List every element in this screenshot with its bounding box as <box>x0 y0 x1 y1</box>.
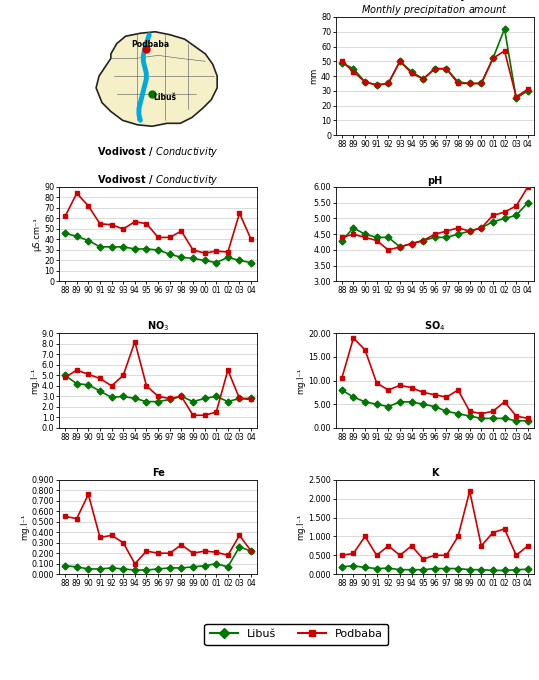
Title: pH: pH <box>427 175 443 186</box>
Y-axis label: mg.l⁻¹: mg.l⁻¹ <box>30 367 39 394</box>
Polygon shape <box>96 32 217 126</box>
Title: Měsíční srážkový úhrn
$\it{Monthly\ precipitation\ amount}$: Měsíční srážkový úhrn $\it{Monthly\ prec… <box>361 0 508 17</box>
Title: K: K <box>431 469 439 478</box>
Text: Vodivost / $\it{Conductivity}$: Vodivost / $\it{Conductivity}$ <box>97 145 219 158</box>
Title: SO$_4$: SO$_4$ <box>424 320 446 333</box>
Title: Fe: Fe <box>151 469 164 478</box>
Y-axis label: mg.l⁻¹: mg.l⁻¹ <box>296 514 306 540</box>
Y-axis label: mg.l⁻¹: mg.l⁻¹ <box>296 367 306 394</box>
Title: Vodivost / $\it{Conductivity}$: Vodivost / $\it{Conductivity}$ <box>97 173 219 187</box>
Legend: Libuš, Podbaba: Libuš, Podbaba <box>204 624 389 645</box>
Title: NO$_3$: NO$_3$ <box>147 320 169 333</box>
Text: Podbaba: Podbaba <box>132 39 170 48</box>
Y-axis label: mm: mm <box>309 68 318 84</box>
Y-axis label: µS.cm⁻¹: µS.cm⁻¹ <box>32 218 42 251</box>
Text: Libuš: Libuš <box>154 92 177 102</box>
Y-axis label: mg.l⁻¹: mg.l⁻¹ <box>20 514 29 540</box>
